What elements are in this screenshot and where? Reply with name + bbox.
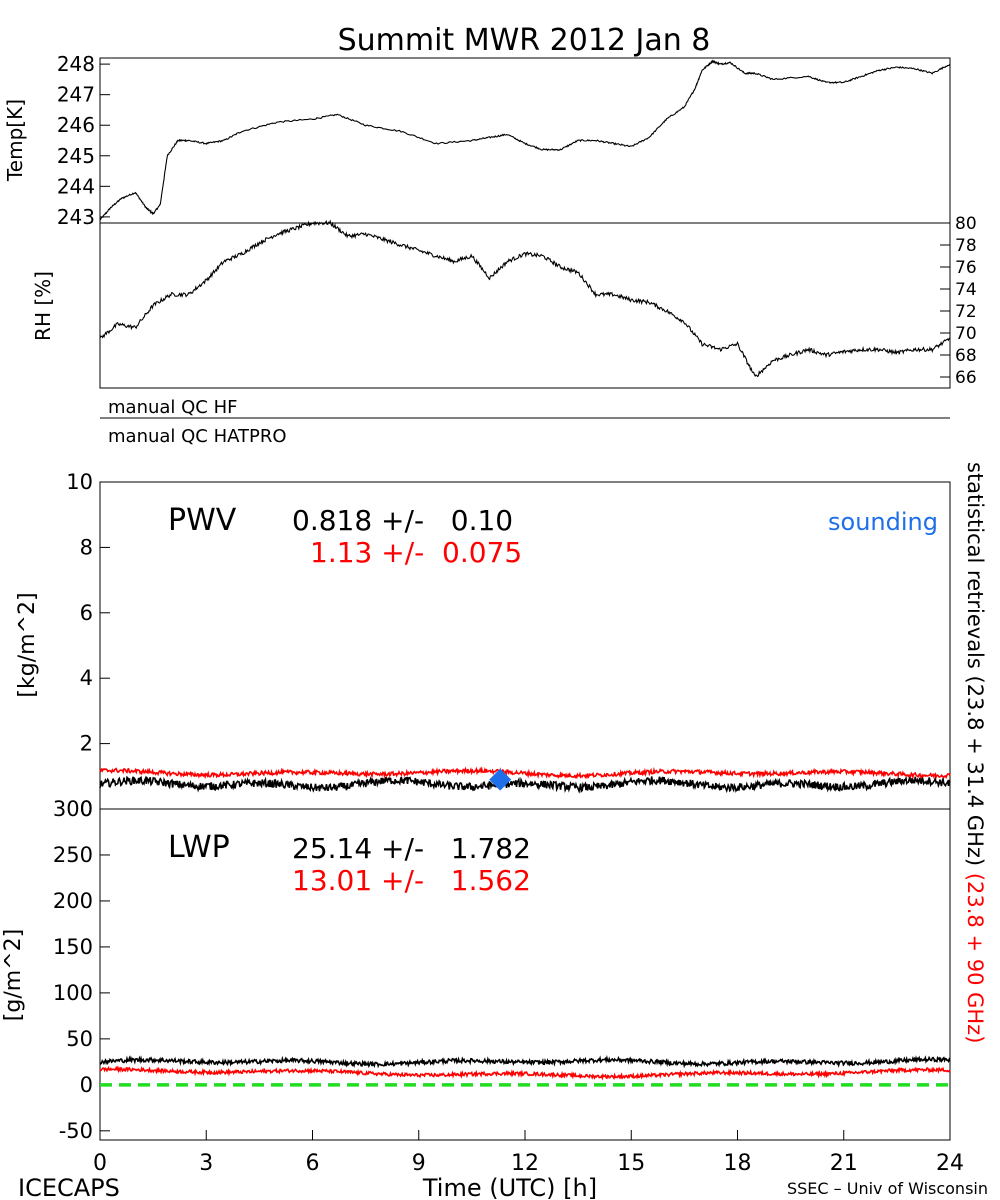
lwp-label: LWP bbox=[168, 830, 230, 865]
x-tick-label: 24 bbox=[936, 1151, 964, 1176]
lwp-ytick-label: -50 bbox=[59, 1119, 93, 1143]
pwv-stat-red: 1.13 +/- 0.075 bbox=[310, 536, 522, 569]
x-tick-label: 12 bbox=[511, 1151, 539, 1176]
rh-panel-frame bbox=[99, 222, 951, 389]
rh-ytick-label: 66 bbox=[955, 368, 977, 388]
rh-ytick-label: 80 bbox=[955, 214, 977, 234]
x-tick-label: 21 bbox=[830, 1151, 858, 1176]
sounding-legend: sounding bbox=[828, 508, 938, 536]
lwp-series-1 bbox=[99, 1065, 951, 1081]
temp-ytick-label: 244 bbox=[57, 174, 95, 198]
temp-ytick-label: 247 bbox=[57, 83, 95, 107]
right-vertical-label: statistical retrievals (23.8 + 31.4 GHz)… bbox=[963, 462, 987, 1043]
pwv-series-0 bbox=[99, 774, 951, 794]
rh-ytick-label: 76 bbox=[955, 258, 977, 278]
temp-ylabel: Temp[K] bbox=[3, 99, 27, 182]
temp-ytick-label: 246 bbox=[57, 113, 95, 137]
lwp-ytick-label: 50 bbox=[66, 1027, 93, 1051]
x-axis-label: Time (UTC) [h] bbox=[422, 1174, 597, 1200]
pwv-ytick-label: 2 bbox=[80, 732, 93, 756]
rh-ytick-label: 70 bbox=[955, 324, 977, 344]
temp-ytick-label: 243 bbox=[57, 205, 95, 229]
lwp-ytick-label: 0 bbox=[80, 1073, 93, 1097]
pwv-ylabel: [kg/m^2] bbox=[15, 592, 40, 697]
lwp-ylabel: [g/m^2] bbox=[1, 929, 26, 1021]
lwp-series-0 bbox=[99, 1054, 951, 1069]
qc-hatpro-label: manual QC HATPRO bbox=[108, 426, 287, 447]
pwv-ytick-label: 10 bbox=[66, 470, 93, 494]
lwp-ytick-label: 150 bbox=[53, 935, 93, 959]
right-label-black: statistical retrievals (23.8 + 31.4 GHz) bbox=[963, 462, 987, 866]
rh-ylabel: RH [%] bbox=[31, 271, 55, 341]
figure-title: Summit MWR 2012 Jan 8 bbox=[338, 23, 711, 58]
lwp-ytick-label: 250 bbox=[53, 843, 93, 867]
pwv-ytick-label: 4 bbox=[80, 666, 93, 690]
x-tick-label: 15 bbox=[617, 1151, 645, 1176]
x-tick-label: 3 bbox=[199, 1151, 213, 1176]
pwv-ytick-label: 8 bbox=[80, 535, 93, 559]
qc-hf-label: manual QC HF bbox=[108, 397, 237, 418]
temp-series-0 bbox=[99, 59, 951, 221]
x-tick-label: 0 bbox=[93, 1151, 107, 1176]
rh-ytick-label: 74 bbox=[955, 280, 977, 300]
lwp-stat-red: 13.01 +/- 1.562 bbox=[292, 864, 531, 897]
footer-left: ICECAPS bbox=[18, 1174, 120, 1200]
pwv-ytick-label: 6 bbox=[80, 601, 93, 625]
temp-ytick-label: 248 bbox=[57, 52, 95, 76]
temp-panel-frame bbox=[99, 57, 951, 224]
x-tick-label: 9 bbox=[412, 1151, 426, 1176]
pwv-label: PWV bbox=[168, 503, 237, 538]
footer-right: SSEC – Univ of Wisconsin bbox=[787, 1179, 988, 1198]
rh-series-0 bbox=[99, 219, 951, 378]
lwp-ytick-label: 300 bbox=[53, 797, 93, 821]
axis-ticks: 2432442452462472486668707274767880024681… bbox=[53, 52, 977, 1176]
pwv-ytick-label: 0 bbox=[80, 797, 93, 821]
pwv-series-1 bbox=[99, 766, 951, 780]
lwp-ytick-label: 200 bbox=[53, 889, 93, 913]
rh-ytick-label: 72 bbox=[955, 302, 977, 322]
rh-ytick-label: 78 bbox=[955, 236, 977, 256]
rh-ytick-label: 68 bbox=[955, 346, 977, 366]
x-tick-label: 18 bbox=[724, 1151, 752, 1176]
x-tick-label: 6 bbox=[306, 1151, 320, 1176]
data-series bbox=[99, 59, 951, 1087]
sounding-marker bbox=[489, 768, 512, 791]
right-label-red: (23.8 + 90 GHz) bbox=[963, 873, 987, 1044]
pwv-stat-black: 0.818 +/- 0.10 bbox=[292, 504, 513, 537]
lwp-stat-black: 25.14 +/- 1.782 bbox=[292, 832, 531, 865]
temp-ytick-label: 245 bbox=[57, 144, 95, 168]
lwp-ytick-label: 100 bbox=[53, 981, 93, 1005]
